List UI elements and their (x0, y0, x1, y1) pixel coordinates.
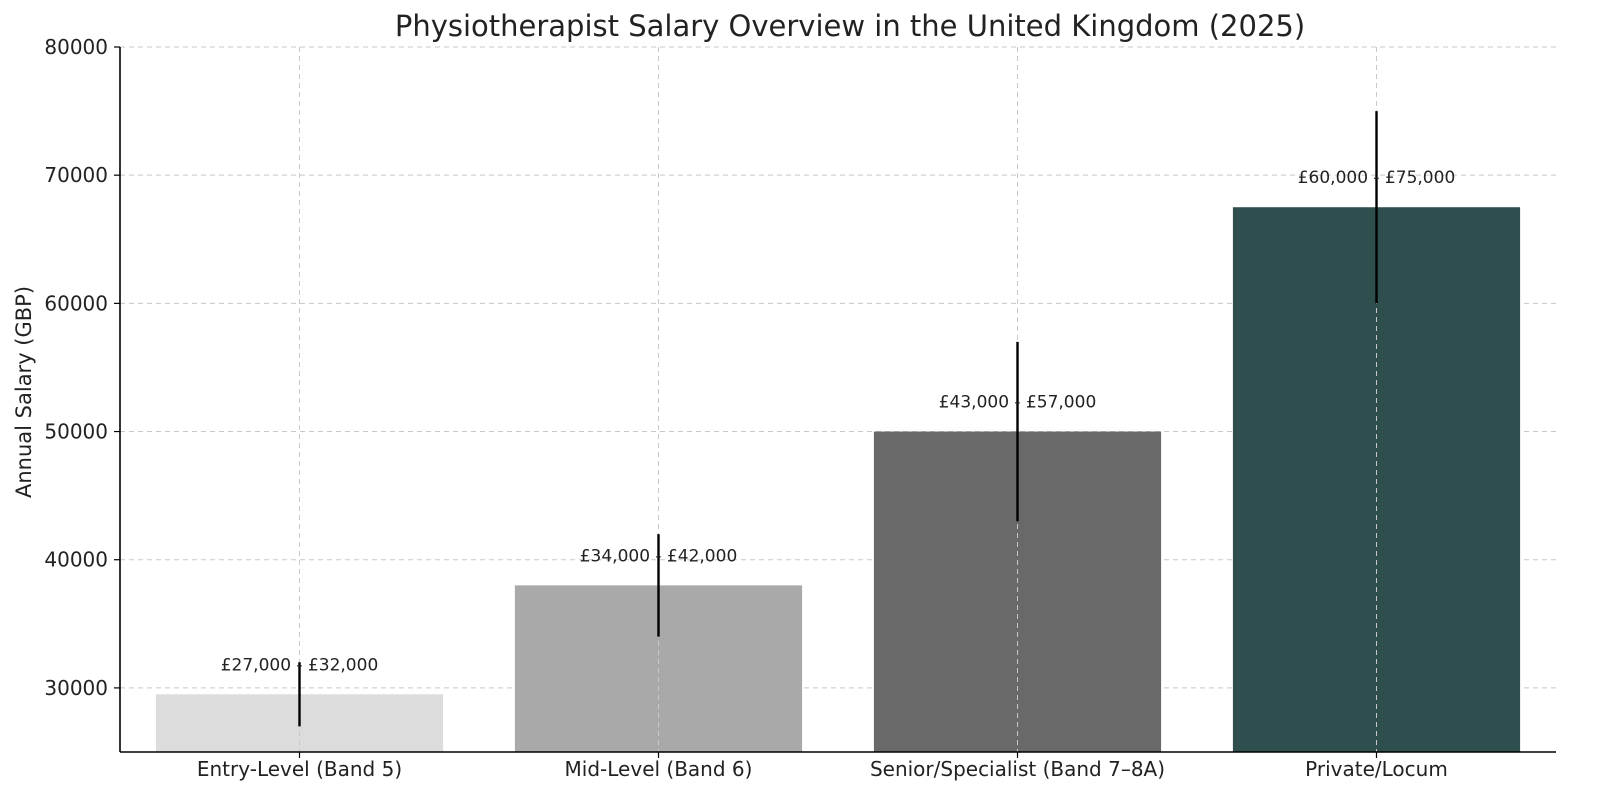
axes-layer: 30000 40000 50000 60000 70000 80000 Entry-Leve… (44, 35, 1556, 781)
y-tick-label: 30000 (44, 676, 108, 700)
range-label: £27,000 - £32,000 (221, 655, 379, 675)
range-label: £60,000 - £75,000 (1298, 168, 1456, 188)
x-tick-label: Mid-Level (Band 6) (565, 757, 753, 781)
range-label: £43,000 - £57,000 (939, 393, 1097, 413)
y-tick-label: 70000 (44, 163, 108, 187)
y-axis-label: Annual Salary (GBP) (12, 286, 36, 498)
range-label: £34,000 - £42,000 (580, 546, 738, 566)
labels-layer: £27,000 - £32,000 £34,000 - £42,000 £43,00… (221, 168, 1456, 675)
y-tick-label: 60000 (44, 291, 108, 315)
x-tick-label: Private/Locum (1305, 757, 1448, 781)
bars-layer (155, 47, 1521, 752)
y-tick-label: 80000 (44, 35, 108, 59)
y-tick-label: 40000 (44, 548, 108, 572)
x-tick-label: Entry-Level (Band 5) (197, 757, 402, 781)
y-tick-label: 50000 (44, 420, 108, 444)
chart-title: Physiotherapist Salary Overview in the U… (395, 9, 1305, 43)
x-tick-label: Senior/Specialist (Band 7–8A) (870, 757, 1165, 781)
